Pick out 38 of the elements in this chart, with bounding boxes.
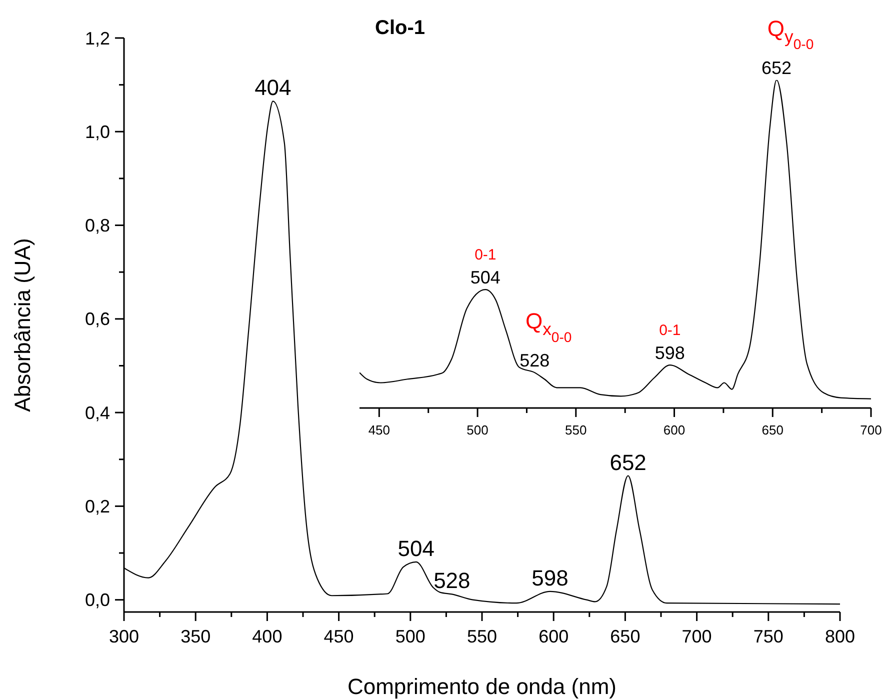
x-axis-title: Comprimento de onda (nm): [347, 674, 617, 699]
x-tick-label: 300: [108, 626, 140, 646]
y-tick-label: 1,0: [84, 122, 110, 142]
x-tick-label: 450: [324, 626, 354, 646]
annotation: 0-1: [659, 322, 681, 340]
chart-title: Clo-1: [375, 17, 425, 39]
y-tick-label: 0,8: [84, 216, 110, 236]
x-tick-label: 350: [180, 626, 211, 646]
x-tick-label: 550: [466, 626, 498, 646]
annotation: 528: [434, 568, 470, 594]
x-tick-label: 550: [565, 422, 587, 438]
y-axis-title: Absorbância (UA): [10, 238, 35, 412]
annotation: 0-1: [474, 246, 496, 264]
annotation: 598: [532, 565, 568, 590]
x-tick-label: 500: [395, 626, 426, 646]
x-tick-label: 600: [538, 626, 569, 646]
annotation: 528: [520, 350, 550, 371]
x-tick-label: 400: [252, 626, 282, 646]
x-tick-label: 800: [824, 626, 856, 646]
y-tick-label: 0,6: [84, 309, 110, 330]
annotation: 504: [398, 536, 434, 561]
x-tick-label: 500: [466, 422, 488, 438]
annotation: 404: [254, 75, 292, 100]
x-tick-label: 750: [753, 626, 784, 646]
annotation: 598: [654, 343, 685, 364]
annotation: 652: [610, 450, 646, 475]
y-tick-label: 1,2: [84, 28, 110, 48]
y-tick-label: 0,4: [84, 402, 110, 423]
annotation: 652: [762, 58, 792, 78]
annotation: 504: [470, 268, 500, 288]
x-tick-label: 700: [682, 626, 712, 646]
x-tick-label: 650: [762, 422, 784, 438]
x-tick-label: 450: [368, 422, 390, 438]
y-tick-label: 0,2: [84, 496, 110, 516]
x-tick-label: 650: [610, 626, 640, 646]
x-tick-label: 700: [860, 422, 882, 438]
x-tick-label: 600: [663, 422, 686, 438]
y-tick-label: 0,0: [84, 590, 110, 610]
